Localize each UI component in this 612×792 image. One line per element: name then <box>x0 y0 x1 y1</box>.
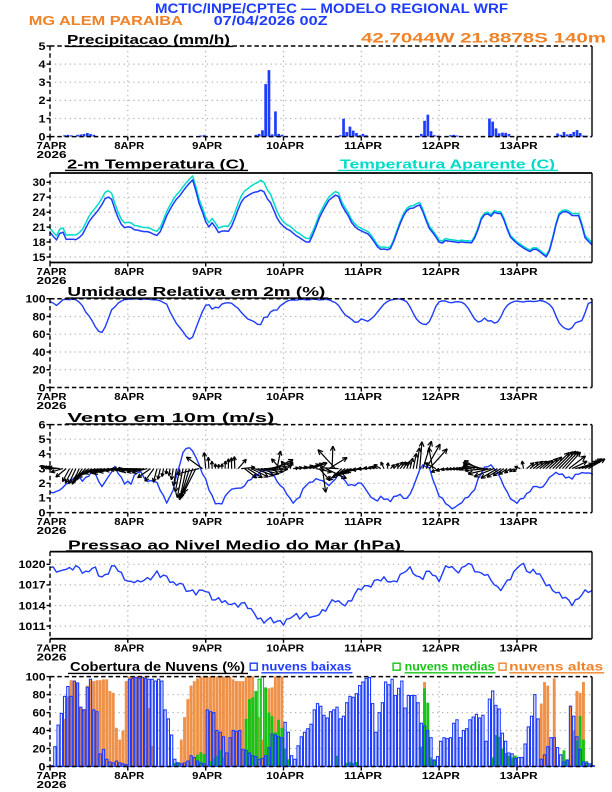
svg-text:2026: 2026 <box>37 525 67 537</box>
svg-text:Temperatura Aparente (C): Temperatura Aparente (C) <box>340 156 555 171</box>
svg-text:2026: 2026 <box>37 275 67 287</box>
svg-text:1011: 1011 <box>19 621 46 633</box>
svg-text:8APR: 8APR <box>114 391 144 403</box>
svg-text:13APR: 13APR <box>500 266 538 278</box>
svg-text:13APR: 13APR <box>500 642 538 654</box>
svg-text:2026: 2026 <box>37 651 67 663</box>
svg-text:2026: 2026 <box>37 149 67 161</box>
svg-text:27: 27 <box>33 192 46 204</box>
svg-text:nuvens baixas: nuvens baixas <box>261 662 351 674</box>
svg-text:2026: 2026 <box>37 400 67 412</box>
svg-text:1: 1 <box>39 113 46 125</box>
svg-text:12APR: 12APR <box>422 770 460 782</box>
svg-text:12APR: 12APR <box>422 642 460 654</box>
svg-text:12APR: 12APR <box>422 516 460 528</box>
svg-text:100: 100 <box>26 294 46 306</box>
svg-text:Umidade Relativa em 2m (%): Umidade Relativa em 2m (%) <box>67 284 325 299</box>
svg-text:10APR: 10APR <box>266 140 304 152</box>
svg-text:0: 0 <box>39 507 46 519</box>
svg-text:11APR: 11APR <box>344 391 382 403</box>
svg-text:4: 4 <box>39 449 47 461</box>
svg-text:80: 80 <box>33 689 46 701</box>
svg-text:9APR: 9APR <box>192 642 222 654</box>
svg-text:13APR: 13APR <box>500 770 538 782</box>
svg-text:11APR: 11APR <box>344 770 382 782</box>
svg-text:MG ALEM PARAIBA: MG ALEM PARAIBA <box>29 14 183 28</box>
svg-text:8APR: 8APR <box>114 266 144 278</box>
svg-text:7APR: 7APR <box>37 391 67 403</box>
svg-text:3: 3 <box>39 77 46 89</box>
svg-text:10APR: 10APR <box>266 516 304 528</box>
svg-text:30: 30 <box>33 177 46 189</box>
svg-text:4: 4 <box>39 59 47 71</box>
svg-text:11APR: 11APR <box>344 642 382 654</box>
svg-text:9APR: 9APR <box>192 140 222 152</box>
svg-text:5: 5 <box>39 434 46 446</box>
svg-text:1: 1 <box>39 493 46 505</box>
svg-text:10APR: 10APR <box>266 642 304 654</box>
svg-text:12APR: 12APR <box>422 140 460 152</box>
svg-text:1020: 1020 <box>19 559 46 571</box>
svg-text:nuvens altas: nuvens altas <box>509 662 603 674</box>
svg-text:1014: 1014 <box>19 600 47 612</box>
svg-text:20: 20 <box>33 365 46 377</box>
svg-text:2: 2 <box>39 95 46 107</box>
svg-text:13APR: 13APR <box>500 140 538 152</box>
svg-text:40: 40 <box>33 347 46 359</box>
svg-text:9APR: 9APR <box>192 770 222 782</box>
svg-text:nuvens medias: nuvens medias <box>405 662 495 674</box>
svg-text:7APR: 7APR <box>37 516 67 528</box>
svg-text:8APR: 8APR <box>114 140 144 152</box>
svg-text:60: 60 <box>33 707 46 719</box>
svg-text:7APR: 7APR <box>37 140 67 152</box>
svg-text:MCTIC/INPE/CPTEC — MODELO REGI: MCTIC/INPE/CPTEC — MODELO REGIONAL WRF <box>155 1 508 16</box>
svg-text:0: 0 <box>39 131 46 143</box>
svg-text:7APR: 7APR <box>37 770 67 782</box>
svg-text:15: 15 <box>33 252 46 264</box>
svg-text:10APR: 10APR <box>266 770 304 782</box>
svg-text:11APR: 11APR <box>344 266 382 278</box>
svg-text:24: 24 <box>33 207 47 219</box>
svg-text:8APR: 8APR <box>114 642 144 654</box>
svg-text:8APR: 8APR <box>114 516 144 528</box>
svg-text:100: 100 <box>26 671 46 683</box>
svg-text:18: 18 <box>33 237 46 249</box>
svg-text:12APR: 12APR <box>422 266 460 278</box>
svg-text:Cobertura de Nuvens (%): Cobertura de Nuvens (%) <box>70 659 245 674</box>
svg-text:9APR: 9APR <box>192 516 222 528</box>
svg-text:07/04/2026 00Z: 07/04/2026 00Z <box>214 14 328 28</box>
svg-text:12APR: 12APR <box>422 391 460 403</box>
svg-text:Vento em 10m (m/s): Vento em 10m (m/s) <box>67 410 274 425</box>
svg-text:7APR: 7APR <box>37 266 67 278</box>
svg-text:10APR: 10APR <box>266 391 304 403</box>
svg-text:80: 80 <box>33 311 46 323</box>
svg-text:2026: 2026 <box>37 779 67 791</box>
svg-text:6: 6 <box>39 419 46 431</box>
svg-text:Pressao ao Nivel Medio do Mar: Pressao ao Nivel Medio do Mar (hPa) <box>68 537 401 552</box>
svg-text:20: 20 <box>33 743 46 755</box>
svg-text:21: 21 <box>33 222 46 234</box>
svg-text:42.7044W 21.8878S 140m: 42.7044W 21.8878S 140m <box>361 30 606 46</box>
svg-text:13APR: 13APR <box>500 516 538 528</box>
svg-text:11APR: 11APR <box>344 140 382 152</box>
svg-text:Precipitacao (mm/h): Precipitacao (mm/h) <box>67 32 230 47</box>
svg-text:0: 0 <box>39 761 46 773</box>
svg-text:2: 2 <box>39 478 46 490</box>
svg-text:13APR: 13APR <box>500 391 538 403</box>
svg-text:1017: 1017 <box>19 580 46 592</box>
svg-text:0: 0 <box>39 382 46 394</box>
svg-text:60: 60 <box>33 329 46 341</box>
svg-text:7APR: 7APR <box>37 642 67 654</box>
svg-text:9APR: 9APR <box>192 391 222 403</box>
svg-text:3: 3 <box>39 463 46 475</box>
svg-text:2-m Temperatura (C): 2-m Temperatura (C) <box>67 156 245 171</box>
svg-text:10APR: 10APR <box>266 266 304 278</box>
svg-text:11APR: 11APR <box>344 516 382 528</box>
svg-text:8APR: 8APR <box>114 770 144 782</box>
svg-text:9APR: 9APR <box>192 266 222 278</box>
svg-text:5: 5 <box>39 41 46 53</box>
svg-text:40: 40 <box>33 725 46 737</box>
